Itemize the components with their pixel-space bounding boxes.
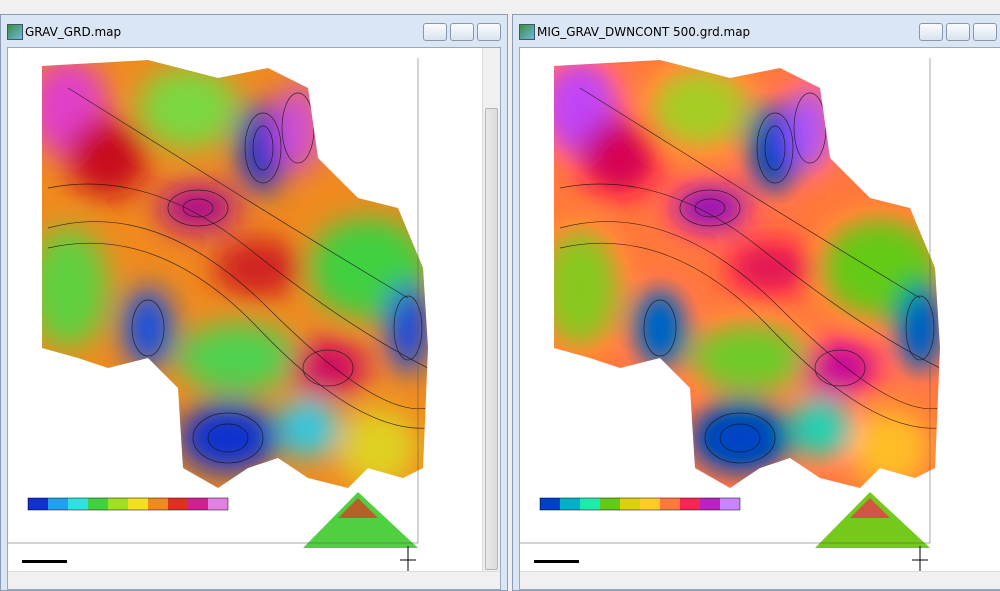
minimize-button[interactable] xyxy=(919,23,943,41)
close-button[interactable] xyxy=(973,23,997,41)
maximize-button[interactable] xyxy=(946,23,970,41)
minimize-button[interactable] xyxy=(423,23,447,41)
close-button[interactable] xyxy=(477,23,501,41)
map-view xyxy=(7,47,501,590)
window-icon xyxy=(7,24,23,40)
desktop: {"windows":[{"title":"GRAV_GRD.map"},{"t… xyxy=(0,0,1000,591)
map-window[interactable]: MIG_GRAV_DWNCONT 500.grd.map xyxy=(512,14,1000,591)
map xyxy=(520,48,1000,588)
window-title: GRAV_GRD.map xyxy=(25,25,121,39)
map xyxy=(8,48,488,588)
window-icon xyxy=(519,24,535,40)
horizontal-scrollbar[interactable] xyxy=(520,571,1000,589)
window-title: MIG_GRAV_DWNCONT 500.grd.map xyxy=(537,25,750,39)
maximize-button[interactable] xyxy=(450,23,474,41)
map-window[interactable]: GRAV_GRD.map xyxy=(0,14,508,591)
horizontal-scrollbar[interactable] xyxy=(8,571,500,589)
map-view xyxy=(519,47,1000,590)
vertical-scrollbar[interactable] xyxy=(482,48,500,572)
scroll-thumb[interactable] xyxy=(485,108,498,570)
